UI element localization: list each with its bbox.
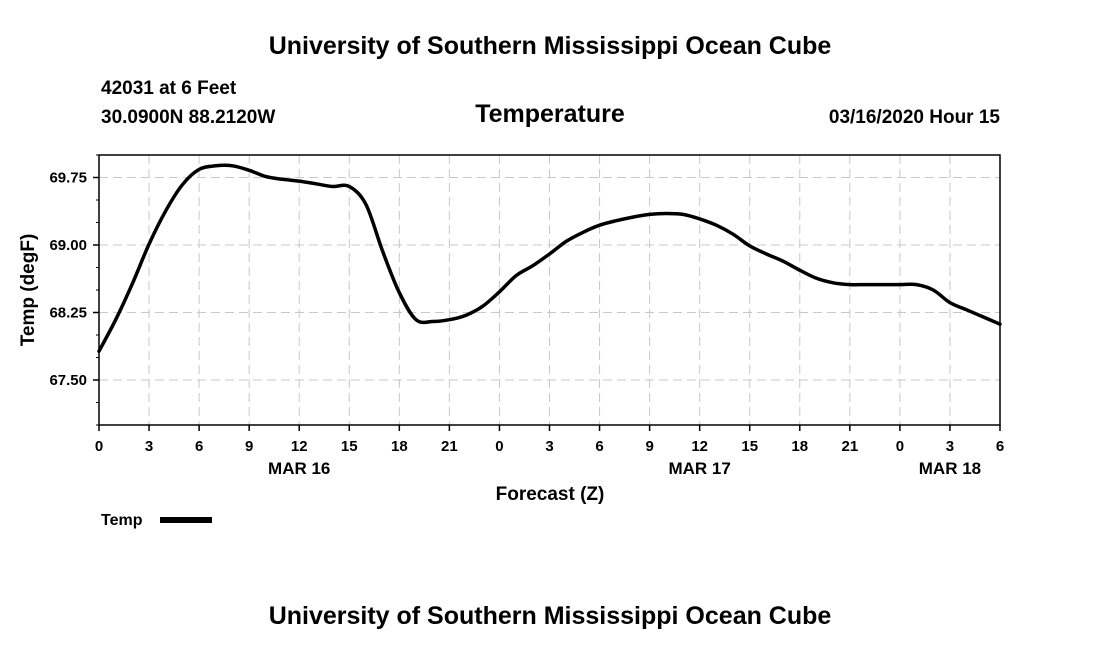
x-tick-label: 3 xyxy=(946,438,954,455)
x-tick-label: 12 xyxy=(291,438,308,455)
x-axis-label: Forecast (Z) xyxy=(496,484,605,505)
y-tick-label: 67.50 xyxy=(49,372,87,389)
x-tick-label: 0 xyxy=(896,438,904,455)
x-tick-label: 18 xyxy=(391,438,408,455)
y-tick-label: 69.00 xyxy=(49,237,87,254)
x-tick-label: 12 xyxy=(691,438,708,455)
x-tick-label: 18 xyxy=(791,438,808,455)
data-layer xyxy=(97,163,1002,353)
x-tick-label: 6 xyxy=(195,438,203,455)
legend-label: Temp xyxy=(101,512,143,529)
date-label: MAR 17 xyxy=(668,459,730,478)
y-tick-label: 69.75 xyxy=(49,170,87,187)
x-tick-label: 9 xyxy=(245,438,253,455)
x-tick-label: 6 xyxy=(595,438,603,455)
bottom-title: University of Southern Mississippi Ocean… xyxy=(268,602,832,630)
x-tick-label: 0 xyxy=(495,438,503,455)
y-axis-label: Temp (degF) xyxy=(18,234,39,347)
timestamp-label: 03/16/2020 Hour 15 xyxy=(828,107,1000,128)
coordinates-label: 30.0900N 88.2120W xyxy=(101,107,276,128)
top-title: University of Southern Mississippi Ocean… xyxy=(268,32,832,60)
y-tick-label: 68.25 xyxy=(49,305,87,322)
x-tick-label: 21 xyxy=(841,438,858,455)
chart-title: Temperature xyxy=(475,100,625,128)
date-label: MAR 18 xyxy=(919,459,981,478)
x-tick-label: 15 xyxy=(341,438,358,455)
axis-layer: 67.50 68.25 69.00 69.75 0 3 6 9 12 15 18 21 0 3 6 9 12 15… xyxy=(49,154,1004,478)
x-tick-label: 3 xyxy=(545,438,553,455)
x-tick-label: 9 xyxy=(645,438,653,455)
legend: Temp xyxy=(101,512,212,529)
grid-layer xyxy=(99,155,1000,425)
station-label: 42031 at 6 Feet xyxy=(101,78,237,99)
x-tick-label: 21 xyxy=(441,438,458,455)
x-tick-label: 3 xyxy=(145,438,153,455)
x-tick-label: 0 xyxy=(95,438,103,455)
x-tick-label: 6 xyxy=(996,438,1004,455)
date-label: MAR 16 xyxy=(268,459,330,478)
x-tick-label: 15 xyxy=(741,438,758,455)
series-line-temp xyxy=(97,163,1002,353)
